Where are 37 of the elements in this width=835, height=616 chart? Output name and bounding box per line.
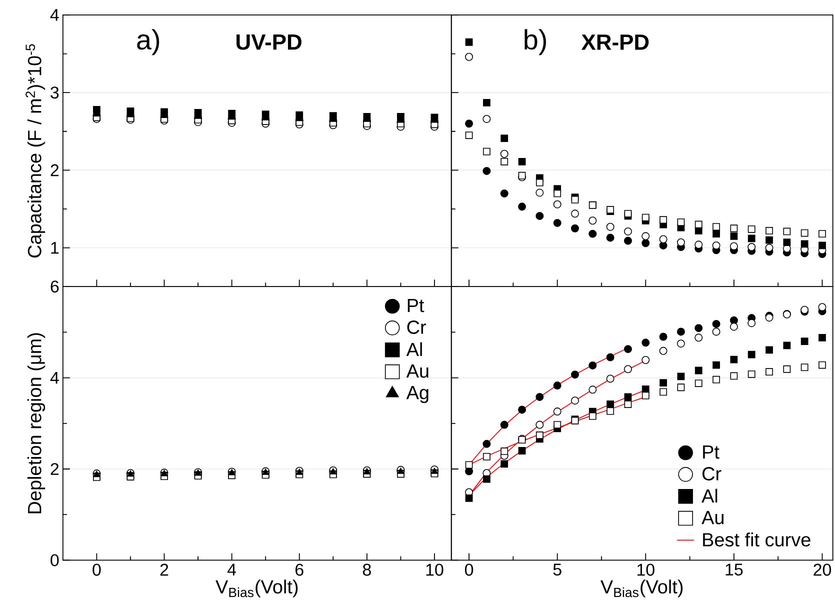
legend-label: Ag (406, 386, 428, 403)
x-tick-label: 5 (553, 564, 562, 576)
legend-label: Best fit curve (703, 532, 810, 546)
text: XR-PD (581, 34, 649, 50)
y-axis-title: Depletion region (μm) (27, 333, 46, 514)
x-axis-title: V$_{Bias}$(Volt) (600, 580, 683, 598)
x-axis-title: V$_{Bias}$(Volt) (216, 580, 298, 598)
y-tick-label: 0 (50, 554, 59, 566)
x-tick-label: 10 (426, 564, 444, 576)
x-tick-label: 10 (637, 564, 654, 576)
y-tick-label: 1 (51, 242, 59, 254)
legend-label: Al (406, 342, 422, 356)
y-tick-label: 4 (50, 9, 59, 21)
y-axis-title: Capacitance (F / m$^{2}$)*10$^{-5}$ (26, 44, 46, 258)
x-tick-label: 8 (362, 564, 371, 576)
annotation: b) (524, 29, 546, 56)
x-tick-label: 6 (296, 564, 304, 576)
x-tick-label: 0 (92, 564, 101, 576)
text: UV-PD (236, 34, 302, 50)
annotation: a) (137, 29, 160, 56)
y-tick-label: 2 (50, 164, 59, 176)
legend-label: Pt (703, 445, 720, 459)
y-tick-label: 3 (50, 86, 59, 99)
x-tick-label: 20 (814, 564, 832, 576)
legend-label: Pt (408, 298, 424, 312)
legend-label: Cr (407, 320, 426, 334)
x-tick-label: 15 (726, 564, 743, 576)
legend-label: Cr (702, 466, 722, 480)
y-tick-label: 6 (50, 280, 59, 293)
legend-label: Al (702, 488, 718, 502)
x-tick-label: 2 (160, 564, 168, 576)
legend-label: Au (702, 510, 724, 524)
y-tick-label: 2 (50, 463, 59, 475)
x-tick-label: 0 (464, 564, 474, 576)
y-tick-label: 4 (50, 372, 59, 384)
legend-label: Au (406, 364, 428, 378)
x-tick-label: 4 (227, 564, 236, 576)
